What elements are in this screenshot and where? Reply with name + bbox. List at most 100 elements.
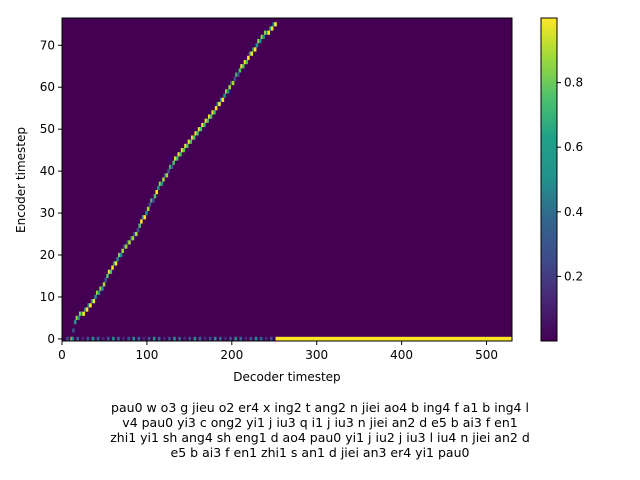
heatmap-cell — [214, 106, 218, 111]
heatmap-cell — [197, 127, 201, 132]
heatmap-cell — [157, 185, 160, 190]
heatmap-cell — [104, 278, 107, 283]
heatmap-cell — [90, 299, 94, 304]
heatmap-cell — [213, 110, 216, 115]
heatmap-cell — [101, 336, 105, 341]
heatmap-cell — [248, 51, 252, 56]
heatmap-cell — [157, 336, 161, 341]
heatmap-cell — [211, 110, 214, 115]
heatmap-cell — [180, 148, 184, 153]
heatmap-cell — [76, 336, 79, 341]
heatmap-cell — [82, 311, 85, 316]
heatmap-cell — [270, 26, 274, 31]
heatmap-cell — [265, 30, 269, 35]
heatmap-cell — [189, 139, 192, 144]
heatmap-cell — [260, 34, 264, 39]
heatmap-cell — [133, 231, 136, 237]
caption-line-4: e5 b ai3 f en1 zhi1 s an1 d jiei an3 er4… — [170, 445, 470, 460]
heatmap-cell — [162, 177, 165, 182]
colorbar-tick-label: 0.6 — [564, 140, 583, 154]
heatmap-cell — [131, 236, 135, 241]
y-tick-label: 0 — [47, 332, 55, 346]
x-tick-label: 100 — [135, 348, 158, 362]
caption-line-2: v4 pau0 yi3 c ong2 yi1 j iu3 q i1 j iu3 … — [122, 415, 518, 430]
x-axis-ticks: 0 100 200 300 400 500 — [58, 341, 498, 362]
heatmap-cell — [243, 59, 247, 65]
heatmap-cell — [107, 336, 110, 341]
heatmap-cell — [116, 257, 119, 262]
heatmap-cell — [267, 30, 271, 35]
heatmap-cell — [252, 47, 255, 52]
heatmap-cell — [208, 114, 211, 119]
heatmap-cell — [163, 173, 167, 178]
heatmap-cell — [137, 336, 141, 341]
heatmap-cell — [129, 236, 133, 241]
x-tick-label: 0 — [58, 348, 66, 362]
x-tick-label: 500 — [475, 348, 498, 362]
heatmap-cell — [257, 38, 260, 44]
heatmap-cell — [153, 194, 157, 199]
heatmap-cell — [91, 336, 95, 341]
heatmap-cell — [187, 139, 191, 144]
heatmap-cell — [230, 80, 233, 86]
heatmap-cell — [270, 336, 273, 341]
heatmap-cell — [193, 336, 197, 341]
heatmap-cell — [168, 164, 172, 170]
heatmap-cell — [242, 64, 245, 69]
heatmap-cell — [209, 114, 213, 119]
heatmap-cell — [194, 131, 197, 136]
heatmap-cell — [202, 122, 206, 128]
heatmap-cell — [107, 269, 111, 274]
heatmap-cell — [234, 336, 237, 341]
heatmap-cell — [127, 336, 130, 341]
heatmap-cell — [96, 336, 100, 341]
x-tick-label: 200 — [220, 348, 243, 362]
y-tick-label: 20 — [40, 248, 55, 262]
heatmap-cell — [258, 38, 262, 44]
heatmap-cell — [143, 215, 147, 220]
heatmap-cell — [77, 315, 80, 321]
heatmap-cell — [262, 34, 265, 39]
y-tick-label: 60 — [40, 80, 55, 94]
heatmap-cell — [204, 118, 208, 123]
heatmap-cell — [236, 72, 240, 77]
heatmap-cell — [128, 240, 131, 245]
heatmap-cell — [228, 85, 231, 90]
heatmap-cell — [269, 26, 272, 31]
heatmap-cell — [172, 160, 175, 165]
heatmap-cell — [94, 294, 97, 300]
heatmap-cell — [178, 336, 181, 341]
heatmap-cell — [185, 143, 189, 149]
heatmap-cell — [226, 89, 230, 94]
colorbar-tick-label: 0.2 — [564, 269, 583, 283]
heatmap-cell — [160, 181, 164, 186]
heatmap-cell — [191, 135, 194, 140]
heatmap-cell — [219, 336, 222, 341]
heatmap-cell — [124, 244, 128, 249]
colorbar-tick-label: 0.4 — [564, 205, 583, 219]
heatmap-cell — [72, 328, 75, 333]
heatmap-cell — [84, 307, 87, 312]
heatmap-cell — [97, 290, 101, 295]
heatmap-cell — [188, 336, 192, 341]
heatmap-cell — [198, 336, 202, 341]
heatmap-cell — [71, 336, 74, 341]
heatmap-cell — [152, 198, 155, 203]
heatmap-cell — [87, 303, 91, 308]
y-tick-label: 50 — [40, 122, 55, 136]
heatmap-cell — [249, 336, 253, 341]
colorbar-tick-label: 0.8 — [564, 76, 583, 90]
heatmap-cell — [167, 169, 170, 174]
heatmap-cell — [177, 152, 181, 157]
heatmap-cell — [208, 336, 212, 341]
heatmap-cell — [219, 97, 223, 102]
heatmap-cell — [259, 336, 263, 341]
heatmap-cell — [255, 43, 259, 48]
heatmap-cell — [142, 336, 146, 341]
heatmap-cell — [73, 320, 77, 325]
heatmap-cell — [253, 47, 257, 52]
heatmap-cell — [206, 118, 209, 123]
heatmap-cell — [254, 336, 258, 341]
heatmap-cell — [239, 336, 242, 341]
heatmap-cell — [247, 55, 250, 60]
